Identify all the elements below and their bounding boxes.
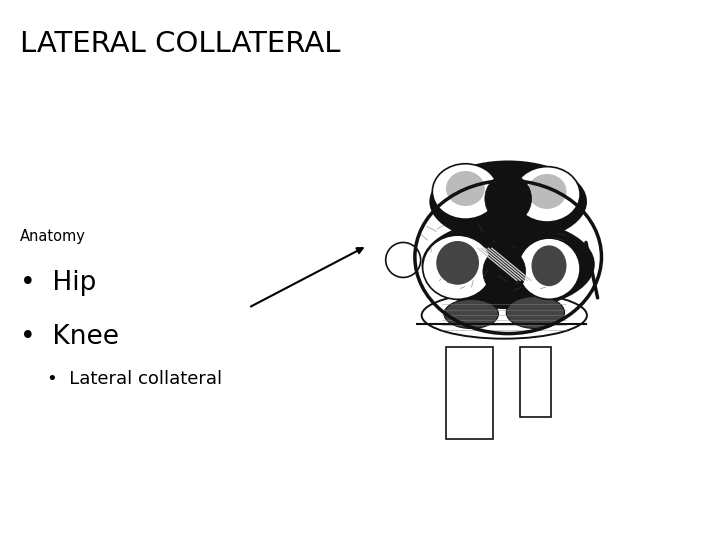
Polygon shape (446, 347, 492, 440)
Ellipse shape (423, 221, 594, 308)
Text: •  Lateral collateral: • Lateral collateral (47, 370, 222, 388)
Text: Anatomy: Anatomy (20, 230, 86, 245)
Ellipse shape (423, 235, 492, 299)
Text: LATERAL COLLATERAL: LATERAL COLLATERAL (20, 30, 341, 58)
Ellipse shape (436, 241, 479, 285)
Ellipse shape (432, 164, 498, 219)
Ellipse shape (518, 238, 580, 299)
Text: •  Hip: • Hip (20, 270, 96, 296)
Ellipse shape (431, 161, 586, 242)
Ellipse shape (485, 174, 531, 224)
Text: •  Knee: • Knee (20, 324, 120, 350)
Ellipse shape (531, 245, 567, 286)
Ellipse shape (444, 299, 498, 328)
Ellipse shape (446, 171, 485, 206)
Ellipse shape (514, 167, 580, 222)
Ellipse shape (483, 248, 526, 295)
Ellipse shape (386, 242, 420, 278)
Ellipse shape (506, 296, 564, 328)
Ellipse shape (528, 174, 567, 209)
Ellipse shape (422, 292, 587, 339)
Polygon shape (520, 347, 551, 417)
